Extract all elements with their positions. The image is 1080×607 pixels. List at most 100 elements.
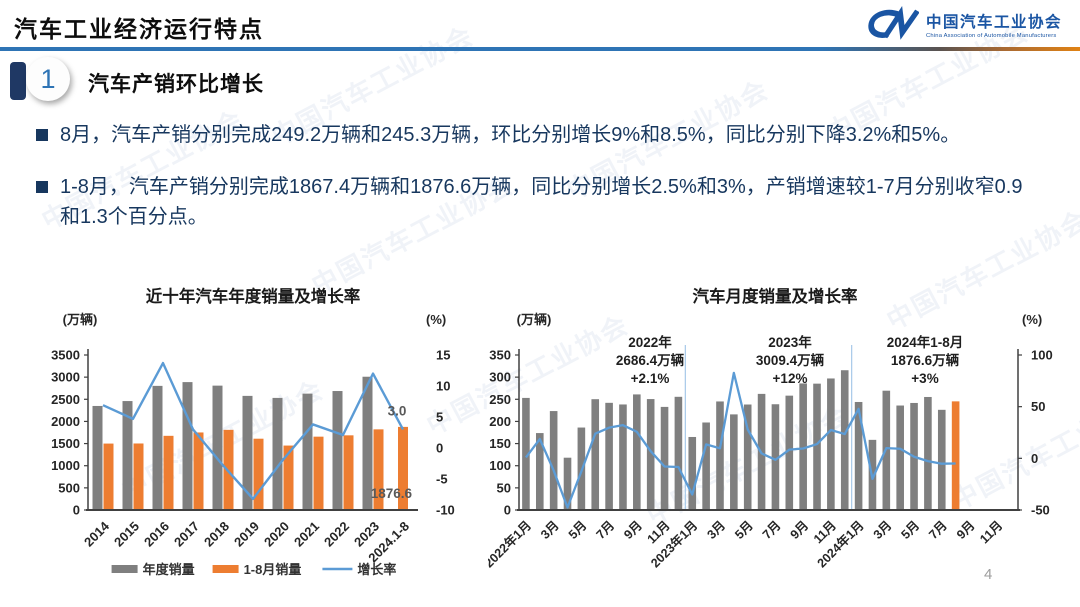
- year-annotation: 1876.6万辆: [891, 352, 960, 368]
- left-tick-label: 150: [489, 436, 511, 451]
- chart-title: 近十年汽车年度销量及增长率: [146, 286, 361, 306]
- left-tick-label: 1000: [51, 458, 80, 473]
- monthly-sales-bar: [785, 395, 794, 510]
- monthly-sales-bar: [854, 401, 863, 510]
- left-tick-label: 3000: [51, 370, 80, 385]
- year-annotation: +2.1%: [631, 371, 670, 386]
- left-axis-unit: (万辆): [517, 312, 552, 327]
- caam-logo: 中国汽车工业协会 China Association of Automobile…: [865, 6, 1062, 42]
- header-divider: [0, 47, 1080, 51]
- jan-aug-sales-bar: [163, 435, 174, 510]
- right-tick-label: 0: [436, 441, 443, 456]
- bar-value-label: 1876.6: [371, 486, 413, 501]
- jan-aug-sales-bar: [103, 443, 114, 510]
- legend-swatch: [111, 565, 138, 573]
- left-tick-label: 2000: [51, 414, 80, 429]
- year-annotation: 2024年1-8月: [887, 334, 964, 350]
- x-tick-label: 2014: [81, 518, 113, 550]
- monthly-sales-bar: [716, 401, 724, 510]
- x-tick-label: 7月: [594, 518, 618, 542]
- monthly-sales-bar: [605, 402, 613, 510]
- jan-aug-sales-bar: [398, 426, 408, 510]
- right-tick-label: 50: [1031, 399, 1045, 414]
- jan-aug-sales-bar: [133, 443, 144, 510]
- left-tick-label: 1500: [51, 436, 80, 451]
- monthly-sales-bar: [813, 383, 821, 510]
- jan-aug-sales-bar: [253, 438, 264, 510]
- monthly-sales-bar: [827, 378, 835, 510]
- logo-name-cn: 中国汽车工业协会: [925, 13, 1062, 31]
- left-tick-label: 300: [489, 370, 511, 385]
- x-tick-label: 3月: [538, 518, 562, 542]
- line-end-label: 3.0: [388, 403, 407, 418]
- x-tick-label: 2020: [261, 519, 292, 550]
- monthly-sales-bar: [674, 396, 683, 510]
- left-tick-label: 0: [504, 503, 511, 518]
- bullet-item: 1-8月，汽车产销分别完成1867.4万辆和1876.6万辆，同比分别增长2.5…: [36, 172, 1040, 232]
- left-tick-label: 350: [489, 348, 511, 363]
- chart-title: 汽车月度销量及增长率: [693, 286, 858, 306]
- monthly-sales-bar: [522, 397, 530, 510]
- right-axis-unit: (%): [1022, 312, 1042, 327]
- right-axis-unit: (%): [426, 312, 446, 327]
- monthly-sales-bar: [688, 436, 697, 510]
- bullet-item: 8月，汽车产销分别完成249.2万辆和245.3万辆，环比分别增长9%和8.5%…: [36, 120, 1040, 150]
- cm-monogram: [868, 6, 919, 40]
- x-tick-label: 11月: [977, 518, 1005, 546]
- monthly-sales-bar: [660, 406, 669, 510]
- bullet-list: 8月，汽车产销分别完成249.2万辆和245.3万辆，环比分别增长9%和8.5%…: [36, 120, 1040, 254]
- monthly-sales-bar: [563, 457, 572, 510]
- jan-aug-sales-bar: [373, 429, 384, 510]
- left-tick-label: 100: [489, 458, 511, 473]
- x-tick-label: 2018: [201, 519, 232, 550]
- left-tick-label: 2500: [51, 392, 80, 407]
- monthly-sales-bar: [646, 399, 655, 510]
- jan-aug-sales-bar: [193, 432, 204, 510]
- x-tick-label: 7月: [926, 518, 950, 542]
- right-tick-label: 5: [436, 410, 443, 425]
- jan-aug-sales-bar: [283, 445, 294, 510]
- annual-sales-bar: [122, 401, 133, 510]
- left-axis-unit: (万辆): [63, 312, 98, 327]
- right-tick-label: 15: [436, 348, 450, 363]
- left-tick-label: 0: [73, 503, 80, 518]
- annual-sales-bar: [302, 393, 313, 510]
- right-tick-label: -50: [1031, 503, 1050, 518]
- section-number-badge: 1: [26, 57, 70, 101]
- monthly-sales-bar: [730, 414, 738, 510]
- right-tick-label: 0: [1031, 451, 1038, 466]
- year-annotation: +12%: [773, 371, 808, 386]
- x-tick-label: 2017: [171, 519, 202, 550]
- monthly-sales-bar: [937, 409, 946, 510]
- x-tick-label: 5月: [732, 518, 756, 542]
- left-tick-label: 3500: [51, 348, 80, 363]
- monthly-sales-bar: [771, 404, 780, 510]
- legend-label: 增长率: [357, 562, 396, 577]
- monthly-sales-bar: [951, 401, 960, 510]
- annual-sales-bar: [272, 397, 283, 510]
- bullet-square-icon: [36, 129, 48, 141]
- legend-label: 年度销量: [143, 562, 195, 577]
- monthly-sales-bar: [924, 396, 932, 510]
- annual-sales-bar: [182, 382, 193, 510]
- jan-aug-sales-bar: [313, 436, 324, 510]
- monthly-sales-bar: [896, 405, 904, 510]
- left-tick-label: 250: [489, 392, 511, 407]
- logo-names: 中国汽车工业协会 China Association of Automobile…: [926, 10, 1062, 39]
- x-tick-label: 9月: [954, 518, 978, 542]
- x-tick-label: 2016: [141, 519, 172, 550]
- year-annotation: 3009.4万辆: [756, 352, 825, 368]
- left-tick-label: 500: [58, 480, 80, 495]
- growth-rate-line: [525, 371, 956, 509]
- monthly-sales-bar: [799, 383, 807, 510]
- monthly-sales-bar: [840, 370, 849, 510]
- year-annotation: 2023年: [768, 334, 812, 350]
- x-tick-label: 2022年1月: [488, 518, 534, 571]
- section-title: 汽车产销环比增长: [88, 73, 264, 96]
- x-tick-label: 2022: [321, 519, 352, 550]
- year-annotation: +3%: [911, 371, 938, 386]
- bullet-text: 8月，汽车产销分别完成249.2万辆和245.3万辆，环比分别增长9%和8.5%…: [60, 124, 961, 146]
- monthly-sales-bar: [702, 422, 710, 510]
- x-tick-label: 5月: [566, 518, 590, 542]
- annual-sales-bar: [362, 376, 373, 510]
